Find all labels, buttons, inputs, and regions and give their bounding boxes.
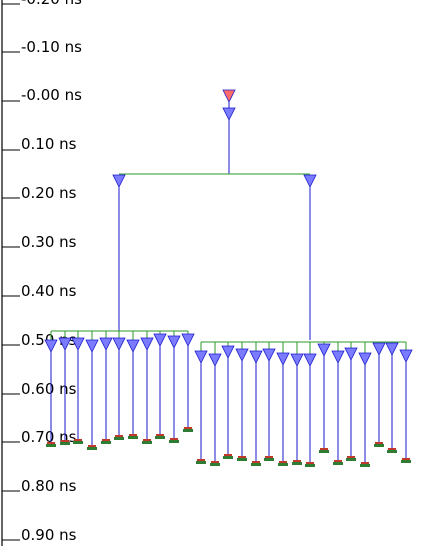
sink-base [237, 458, 247, 461]
buffer-leaf-left-6 [126, 339, 140, 353]
sink-top [402, 458, 410, 460]
sink-base [210, 463, 220, 466]
buffer-leaf-left-1 [58, 337, 72, 351]
sink-top [238, 456, 246, 458]
buffer-leaf-right-12 [358, 352, 372, 366]
buffer-leaf-right-3 [235, 348, 249, 362]
sink-base [292, 462, 302, 465]
buffer-leaf-right-6 [276, 352, 290, 366]
buffer-leaf-left-3 [85, 339, 99, 353]
sink-top [265, 456, 273, 458]
sink-base [374, 444, 384, 447]
sink-top [115, 435, 123, 437]
buffer-right [303, 174, 317, 188]
buffer-leaf-left-10 [181, 333, 195, 347]
tick-label-11: 0.90 ns [21, 526, 77, 544]
sink-base [251, 463, 261, 466]
buffer-leaf-right-9 [317, 343, 331, 357]
sink-base [196, 461, 206, 464]
buffer-leaf-right-2 [221, 345, 235, 359]
sink-top [170, 438, 178, 440]
sink-base [305, 464, 315, 467]
buffer-leaf-right-8 [303, 353, 317, 367]
buffer-leaf-right-13 [372, 342, 386, 356]
buffer-leaf-right-4 [249, 350, 263, 364]
sink-top [320, 448, 328, 450]
sink-top [224, 454, 232, 456]
sink-base [333, 462, 343, 465]
sink-top [334, 460, 342, 462]
buffer-leaf-right-15 [399, 349, 413, 363]
buffer-level1 [222, 107, 236, 121]
tick-label-8: 0.60 ns [21, 380, 77, 398]
sink-base [87, 447, 97, 450]
sink-top [88, 445, 96, 447]
buffer-left [112, 174, 126, 188]
sink-base [169, 440, 179, 443]
time-axis [0, 0, 110, 546]
sink-top [306, 462, 314, 464]
tick-label-2: -0.00 ns [21, 86, 82, 104]
sink-base [114, 437, 124, 440]
sink-top [184, 427, 192, 429]
sink-base [387, 450, 397, 453]
buffer-leaf-left-5 [112, 337, 126, 351]
sink-top [156, 434, 164, 436]
sink-top [361, 462, 369, 464]
sink-top [129, 434, 137, 436]
sink-top [211, 461, 219, 463]
tick-label-0: -0.20 ns [21, 0, 82, 8]
buffer-leaf-right-5 [262, 348, 276, 362]
tick-label-4: 0.20 ns [21, 184, 77, 202]
sink-base [319, 450, 329, 453]
buffer-leaf-left-9 [167, 335, 181, 349]
sink-base [155, 436, 165, 439]
sink-top [388, 448, 396, 450]
tick-label-3: 0.10 ns [21, 135, 77, 153]
sink-top [279, 461, 287, 463]
sink-top [143, 439, 151, 441]
buffer-leaf-left-0 [44, 339, 58, 353]
sink-top [252, 461, 260, 463]
time-axis-lines [1, 0, 20, 546]
sink-base [183, 429, 193, 432]
sink-top [375, 442, 383, 444]
sink-base [278, 463, 288, 466]
sink-base [264, 458, 274, 461]
sink-base [73, 441, 83, 444]
sink-top [47, 442, 55, 444]
sink-top [293, 460, 301, 462]
root-buffer [222, 89, 236, 103]
sink-top [102, 439, 110, 441]
sink-base [346, 458, 356, 461]
sink-base [128, 436, 138, 439]
tick-label-5: 0.30 ns [21, 233, 77, 251]
tick-label-1: -0.10 ns [21, 38, 82, 56]
tick-label-6: 0.40 ns [21, 282, 77, 300]
buffer-leaf-right-14 [385, 342, 399, 356]
sink-base [60, 442, 70, 445]
buffer-leaf-right-10 [331, 350, 345, 364]
tick-label-10: 0.80 ns [21, 477, 77, 495]
buffer-leaf-left-2 [71, 337, 85, 351]
buffer-leaf-right-11 [344, 347, 358, 361]
sink-base [101, 441, 111, 444]
sink-top [74, 439, 82, 441]
buffer-leaf-left-7 [140, 337, 154, 351]
sink-top [61, 440, 69, 442]
buffer-leaf-right-7 [290, 353, 304, 367]
buffer-leaf-right-0 [194, 350, 208, 364]
buffer-leaf-left-8 [153, 333, 167, 347]
sink-base [46, 444, 56, 447]
buffer-leaf-right-1 [208, 353, 222, 367]
sink-base [360, 464, 370, 467]
sink-base [401, 460, 411, 463]
sink-base [223, 456, 233, 459]
buffer-leaf-left-4 [99, 337, 113, 351]
sink-base [142, 441, 152, 444]
sink-top [347, 456, 355, 458]
sink-top [197, 459, 205, 461]
